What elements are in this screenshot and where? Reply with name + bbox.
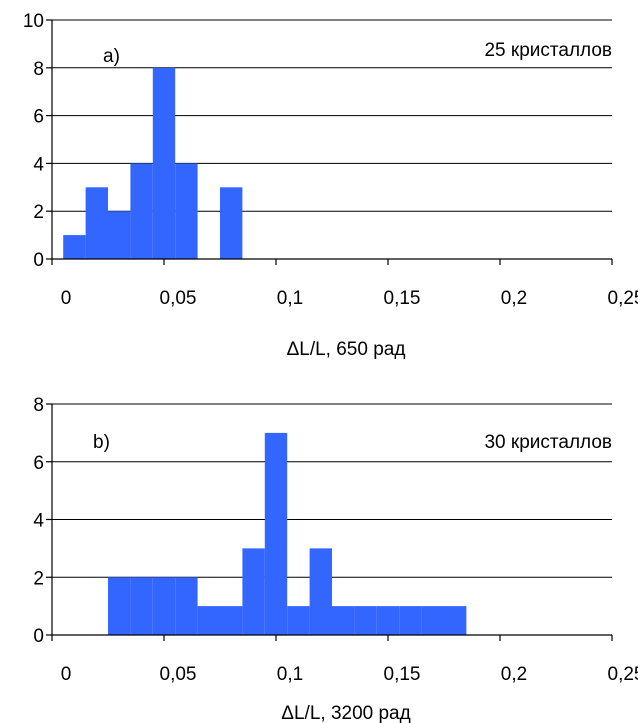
histogram-bar bbox=[242, 548, 265, 635]
histogram-bar bbox=[85, 187, 108, 259]
x-tick-label: 0,2 bbox=[501, 288, 527, 309]
histogram-bar bbox=[63, 235, 86, 259]
y-tick-label: 2 bbox=[33, 202, 44, 223]
x-tick-label: 0,25 bbox=[608, 664, 638, 685]
y-tick-label: 4 bbox=[33, 154, 44, 175]
histogram-bar bbox=[108, 211, 131, 259]
x-tick-label: 0,05 bbox=[160, 664, 197, 685]
histogram-bar bbox=[220, 187, 243, 259]
y-tick-label: 6 bbox=[33, 453, 44, 474]
sample-count-label: 25 кристаллов bbox=[484, 40, 612, 61]
x-axis-label: ΔL/L, 650 рад bbox=[287, 339, 406, 360]
histogram-bar bbox=[220, 606, 243, 635]
x-tick-label: 0,25 bbox=[608, 288, 638, 309]
histogram-bar bbox=[421, 606, 444, 635]
y-tick-label: 0 bbox=[33, 250, 44, 271]
x-tick-label: 0,2 bbox=[501, 664, 527, 685]
y-tick-label: 2 bbox=[33, 568, 44, 589]
y-tick-label: 0 bbox=[33, 626, 44, 647]
y-tick-label: 6 bbox=[33, 107, 44, 128]
histogram-bar bbox=[376, 606, 400, 635]
histogram-bar bbox=[130, 577, 153, 635]
histogram-bar bbox=[444, 606, 467, 635]
x-tick-label: 0 bbox=[61, 288, 72, 309]
histogram-bar bbox=[332, 606, 355, 635]
histogram-bar bbox=[108, 577, 131, 635]
y-tick-label: 8 bbox=[33, 59, 44, 80]
histogram-bar bbox=[197, 606, 220, 635]
x-tick-label: 0,1 bbox=[277, 288, 303, 309]
histogram-chart-a: 0 2 4 6 8 10 0 0,05 0,1 0,15 0,2 0,25 ΔL/L, 650 рад a… bbox=[23, 11, 638, 360]
histogram-chart-b: 0 2 4 6 8 0 0,05 0,1 0,15 0,2 0,25 ΔL/L, 3200 рад b)… bbox=[33, 395, 638, 723]
x-tick-label: 0,05 bbox=[160, 288, 197, 309]
histogram-bar bbox=[175, 163, 198, 259]
y-tick-label: 8 bbox=[33, 395, 44, 416]
panel-annotation: b) bbox=[93, 432, 110, 453]
histogram-bar bbox=[152, 577, 176, 635]
histogram-bar bbox=[130, 163, 153, 259]
x-axis-label: ΔL/L, 3200 рад bbox=[281, 703, 410, 723]
histogram-bar bbox=[354, 606, 377, 635]
y-tick-label: 4 bbox=[33, 511, 44, 532]
histogram-bar bbox=[175, 577, 198, 635]
histogram-bar bbox=[399, 606, 422, 635]
histogram-bar bbox=[152, 67, 176, 259]
y-tick-label: 10 bbox=[23, 11, 44, 32]
x-tick-label: 0 bbox=[61, 664, 72, 685]
sample-count-label: 30 кристаллов bbox=[484, 432, 612, 453]
x-tick-label: 0,15 bbox=[384, 288, 421, 309]
x-tick-label: 0,15 bbox=[384, 664, 421, 685]
histogram-bar bbox=[264, 432, 288, 635]
x-tick-label: 0,1 bbox=[277, 664, 303, 685]
histogram-bar bbox=[287, 606, 310, 635]
panel-annotation: a) bbox=[103, 46, 120, 67]
histogram-bar bbox=[309, 548, 332, 635]
